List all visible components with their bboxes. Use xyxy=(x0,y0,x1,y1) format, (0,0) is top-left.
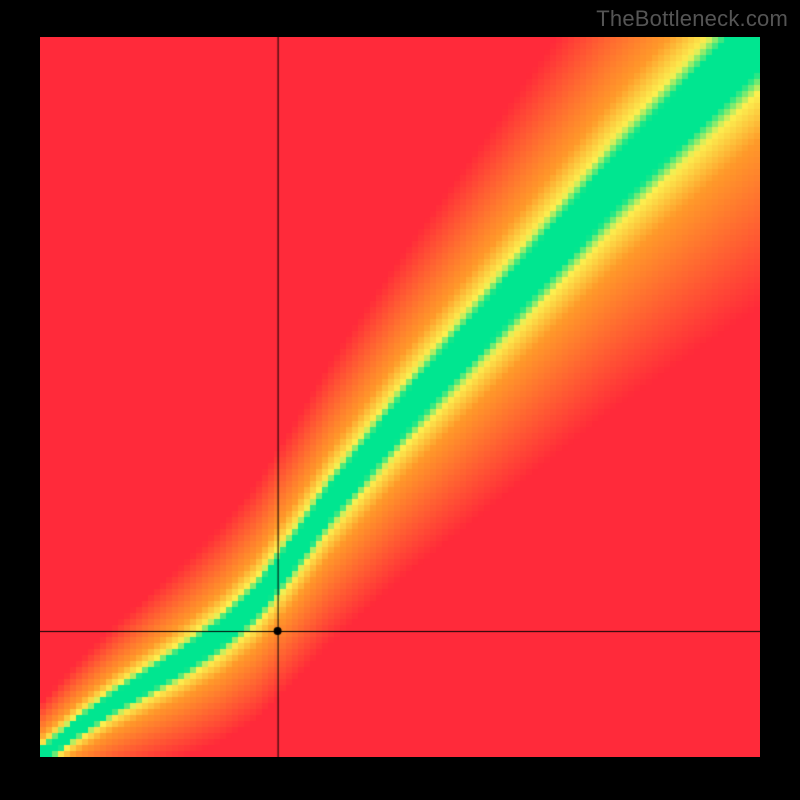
watermark-text: TheBottleneck.com xyxy=(596,6,788,32)
bottleneck-heatmap xyxy=(40,37,760,757)
chart-container: TheBottleneck.com xyxy=(0,0,800,800)
